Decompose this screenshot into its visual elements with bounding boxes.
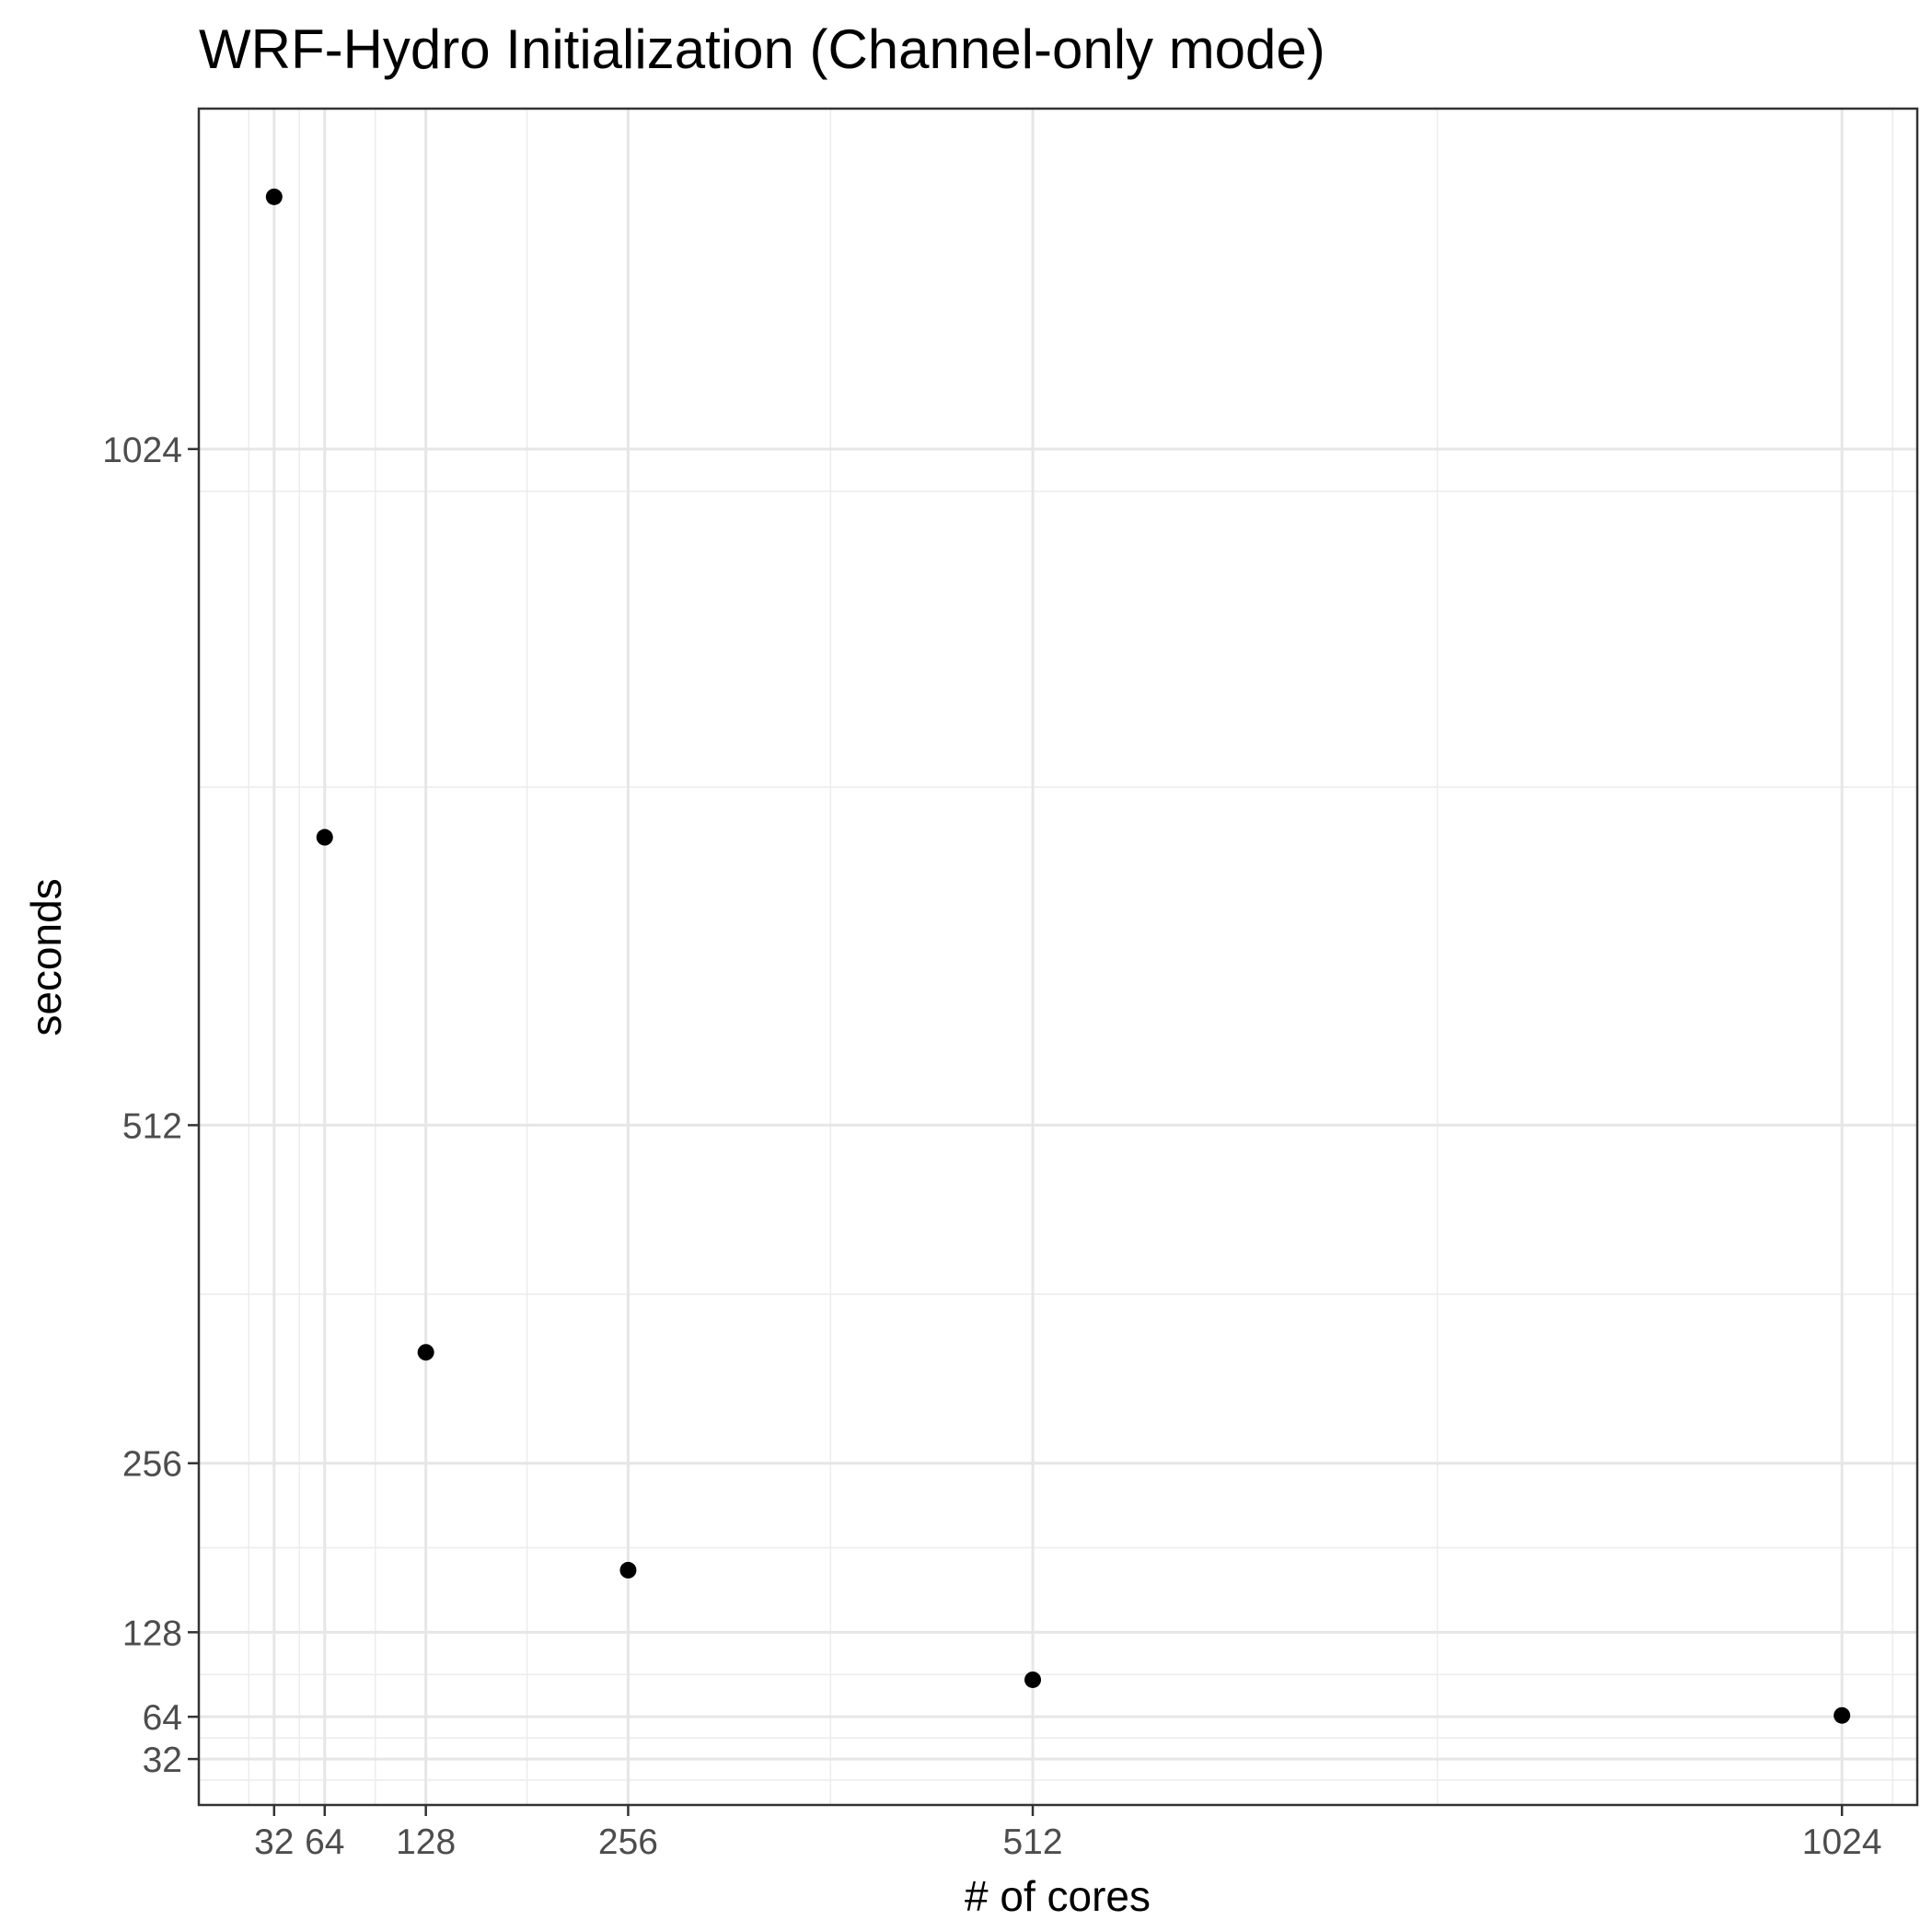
x-tick-label: 32 <box>254 1822 294 1862</box>
y-tick-label: 1024 <box>102 431 182 470</box>
data-point <box>1834 1706 1851 1724</box>
data-points <box>265 188 1851 1724</box>
x-tick-label: 128 <box>396 1822 456 1862</box>
data-point <box>417 1344 434 1361</box>
data-point <box>1024 1671 1042 1688</box>
x-tick-label: 1024 <box>1802 1822 1882 1862</box>
y-tick-label: 64 <box>143 1698 182 1738</box>
y-axis-title: seconds <box>22 878 70 1035</box>
data-point <box>619 1561 637 1579</box>
y-tick-label: 32 <box>143 1741 182 1780</box>
x-axis: 32 64 128 256 512 1024 <box>254 1805 1882 1862</box>
x-tick-label: 256 <box>598 1822 658 1862</box>
x-tick-label: 64 <box>305 1822 344 1862</box>
x-tick-label: 512 <box>1002 1822 1062 1862</box>
chart-title: WRF-Hydro Initialization (Channel-only m… <box>199 18 1325 80</box>
x-axis-title: # of cores <box>965 1872 1151 1920</box>
data-point <box>316 828 333 846</box>
major-gridlines <box>199 109 1917 1805</box>
y-tick-label: 128 <box>122 1614 182 1653</box>
y-tick-label: 512 <box>122 1106 182 1146</box>
plot-panel-border <box>197 107 1919 1807</box>
y-tick-label: 256 <box>122 1445 182 1485</box>
data-point <box>265 188 283 205</box>
minor-gridlines <box>199 109 1917 1805</box>
